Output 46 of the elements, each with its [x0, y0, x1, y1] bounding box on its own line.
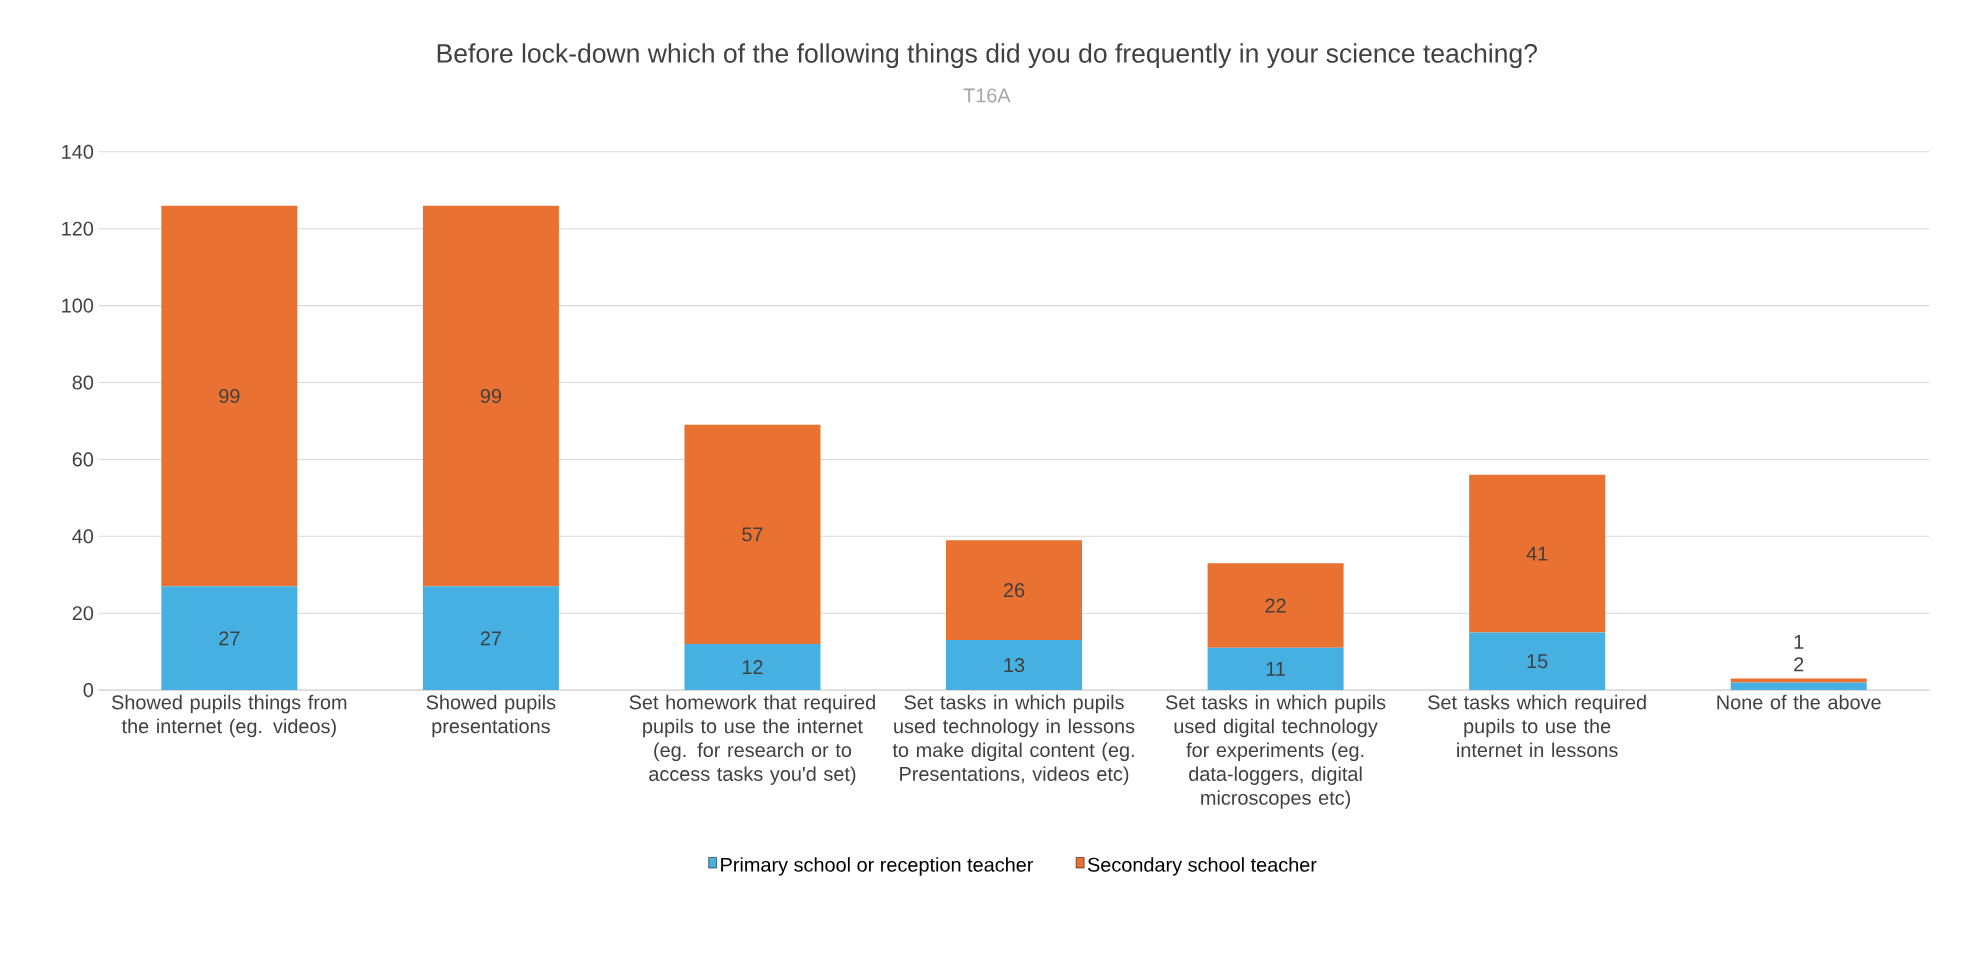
bar	[1469, 632, 1606, 691]
y-tick-label: 120	[62, 221, 94, 236]
data-label: 11	[1266, 662, 1285, 676]
y-tick-label: 140	[62, 144, 94, 160]
bar	[422, 205, 559, 587]
data-label: 27	[480, 631, 501, 646]
bar	[161, 205, 298, 587]
x-tick-label: Set homework that required pupils to use the internet (eg. for research or to access tasks you'd set)	[629, 694, 875, 786]
data-label: 99	[219, 389, 240, 404]
chart-title: Before lock-down which of the following things did you do frequently in your science teaching?	[437, 43, 1537, 69]
y-tick-label: 60	[72, 452, 94, 467]
bar	[684, 644, 821, 691]
y-tick-label: 80	[72, 375, 94, 390]
bar	[946, 540, 1083, 641]
bar	[161, 586, 298, 691]
data-label: 13	[1004, 658, 1025, 673]
x-tick-label: Showed pupils presentations	[426, 694, 556, 738]
data-label: 1	[1794, 635, 1804, 649]
data-label: 2	[1794, 657, 1804, 672]
bar	[946, 640, 1083, 691]
data-label: 27	[219, 631, 240, 646]
legend-label: Primary school or reception teacher	[721, 857, 1034, 876]
y-tick-label: 100	[62, 298, 94, 313]
bar	[1207, 563, 1344, 649]
x-tick-label: Set tasks in which pupils used technology in lessons to make digital content (eg. Presentations, videos etc)	[892, 694, 1135, 786]
x-tick-label: None of the above	[1717, 694, 1881, 710]
y-tick-label: 40	[72, 529, 94, 544]
y-tick-label: 20	[72, 606, 94, 621]
data-label: 41	[1526, 546, 1548, 561]
bar	[422, 586, 559, 691]
x-tick-label: Set tasks in which pupils used digital technology for experiments (eg. data-loggers, digital microscopes etc)	[1165, 694, 1386, 809]
chart-subtitle: T16A	[963, 88, 1011, 103]
data-label: 22	[1265, 598, 1286, 613]
legend-label: Secondary school teacher	[1087, 857, 1317, 876]
x-tick-label: Set tasks which required pupils to use the internet in lessons	[1428, 694, 1646, 758]
bar	[684, 425, 821, 645]
bar	[1730, 682, 1867, 691]
data-label: 12	[742, 660, 763, 675]
x-tick-label: Showed pupils things from the internet (eg. videos)	[111, 694, 347, 738]
data-label: 15	[1527, 654, 1548, 669]
bar	[1207, 648, 1344, 691]
data-label: 99	[480, 389, 502, 404]
y-tick-label: 0	[83, 683, 94, 698]
data-label: 26	[1003, 583, 1025, 598]
bar	[1469, 474, 1606, 633]
data-label: 57	[742, 527, 763, 542]
